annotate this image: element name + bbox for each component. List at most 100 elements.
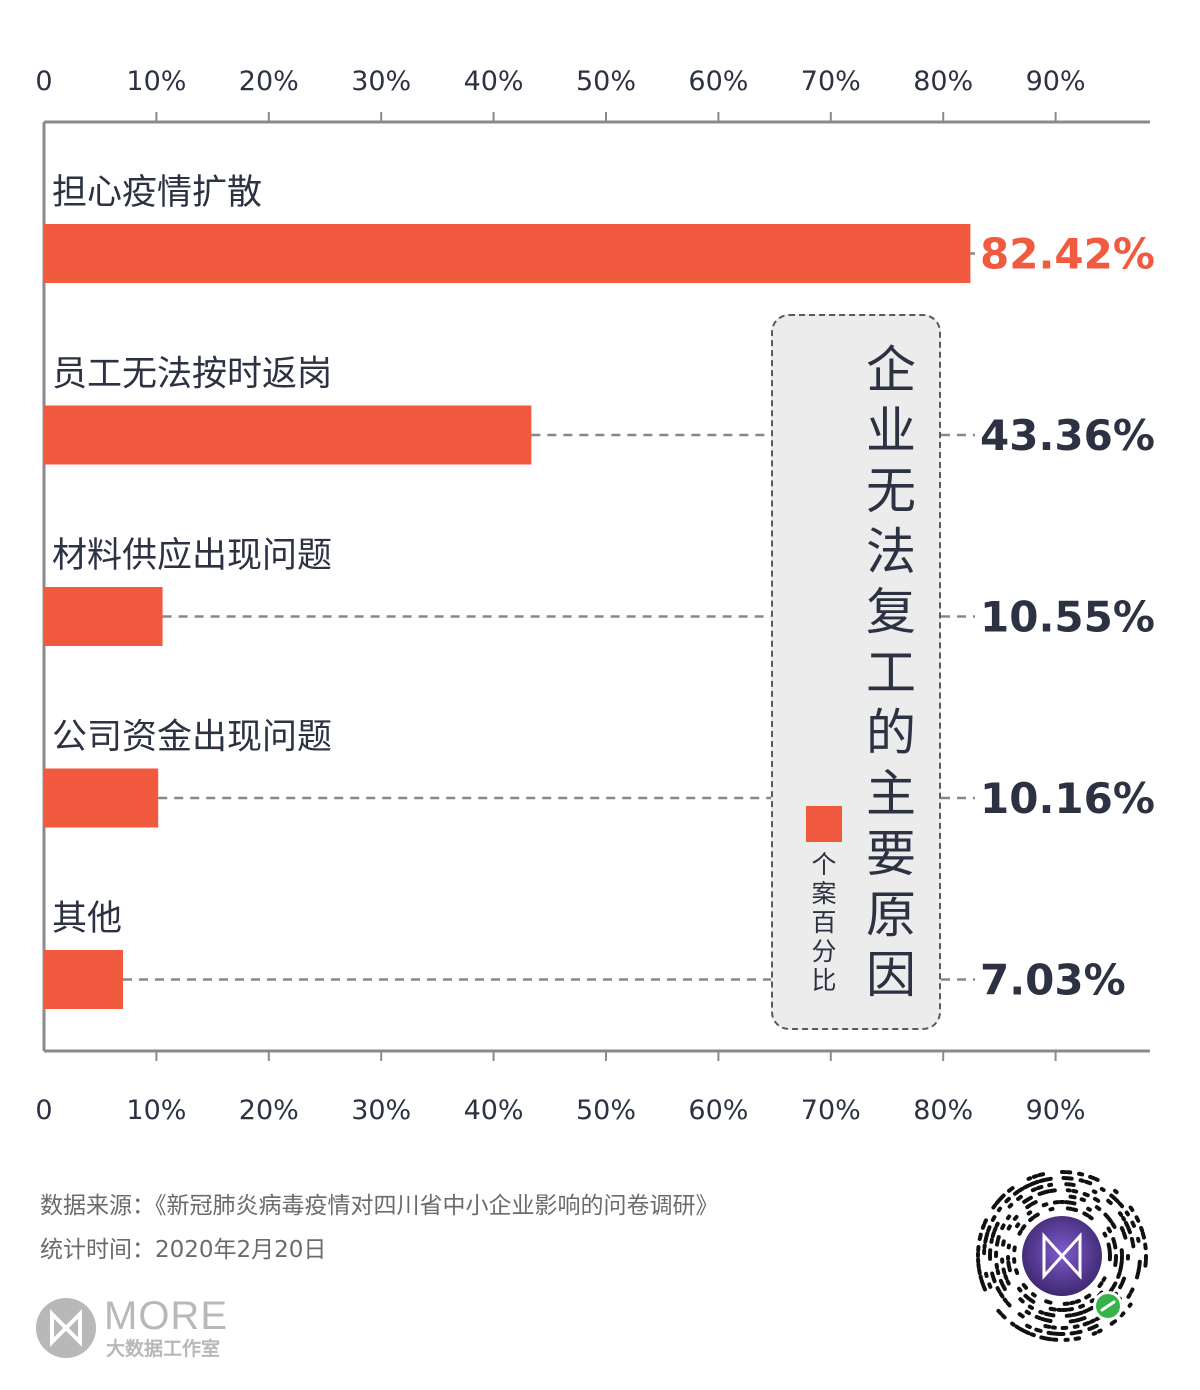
code-mark (1078, 1178, 1086, 1183)
value-label: 43.36% (980, 411, 1155, 460)
code-mark (994, 1221, 1000, 1228)
bottom-tick-label: 80% (913, 1095, 973, 1126)
code-mark (1010, 1321, 1016, 1327)
code-mark (986, 1225, 992, 1233)
code-mark (1126, 1226, 1132, 1235)
code-mark (1077, 1171, 1085, 1177)
code-mark (1014, 1268, 1020, 1276)
legend-swatch (806, 806, 842, 842)
code-mark (998, 1291, 1005, 1299)
code-mark (1012, 1214, 1019, 1221)
code-mark (1033, 1179, 1040, 1185)
code-mark (1028, 1297, 1036, 1304)
code-mark (1101, 1276, 1107, 1283)
brand-name: MORE (104, 1294, 228, 1338)
bottom-tick-label: 60% (688, 1095, 748, 1126)
code-mark (1012, 1189, 1021, 1196)
code-mark (1006, 1224, 1012, 1231)
code-mark (996, 1308, 1003, 1316)
code-mark (991, 1275, 997, 1284)
code-mark (1018, 1326, 1026, 1333)
code-mark (1042, 1189, 1051, 1195)
code-mark (1118, 1265, 1123, 1273)
code-mark (1097, 1281, 1104, 1289)
value-label: 82.42% (980, 230, 1155, 279)
code-mark (1070, 1200, 1077, 1206)
code-mark (990, 1215, 997, 1222)
code-mark (1078, 1316, 1087, 1322)
code-mark (1017, 1229, 1023, 1236)
code-mark (1128, 1205, 1135, 1213)
code-mark (1002, 1297, 1008, 1304)
code-mark (987, 1282, 993, 1289)
code-mark (1015, 1222, 1021, 1229)
code-mark (1014, 1324, 1021, 1330)
code-mark (1021, 1282, 1029, 1290)
code-mark (1006, 1186, 1015, 1193)
top-tick-label: 20% (239, 66, 299, 97)
code-mark (1119, 1226, 1126, 1234)
code-mark (1122, 1231, 1128, 1240)
code-mark (1119, 1259, 1124, 1268)
code-mark (1027, 1304, 1034, 1310)
code-mark (1106, 1226, 1112, 1234)
code-mark (1000, 1313, 1007, 1320)
code-mark (1036, 1184, 1044, 1191)
brand-subtitle: 大数据工作室 (106, 1338, 221, 1360)
code-mark (1037, 1172, 1046, 1178)
code-mark (1091, 1189, 1098, 1195)
legend-label: 个案百分比 (811, 850, 837, 995)
code-mark (1016, 1194, 1023, 1201)
code-mark (1026, 1176, 1033, 1181)
code-mark (1087, 1214, 1094, 1221)
code-mark (1096, 1328, 1103, 1334)
code-mark (1091, 1331, 1098, 1336)
code-mark (1119, 1311, 1126, 1318)
top-tick-label: 60% (688, 66, 748, 97)
code-mark (1109, 1193, 1117, 1201)
code-mark (1040, 1316, 1047, 1322)
code-mark (1003, 1273, 1009, 1281)
statistics-date-note: 统计时间：2020年2月20日 (40, 1237, 327, 1263)
code-mark (1094, 1315, 1101, 1322)
code-mark (1126, 1292, 1132, 1299)
bottom-tick-label: 90% (1026, 1095, 1086, 1126)
code-mark (1116, 1270, 1122, 1279)
logo-mark-icon (36, 1298, 96, 1358)
code-mark (1028, 1216, 1035, 1223)
value-label: 7.03% (980, 956, 1126, 1005)
code-mark (1044, 1318, 1053, 1323)
code-mark (1130, 1220, 1136, 1228)
code-mark (1129, 1236, 1135, 1245)
code-mark (1084, 1293, 1092, 1300)
code-mark (1065, 1206, 1074, 1211)
code-mark (1034, 1327, 1043, 1334)
code-mark (1124, 1210, 1130, 1217)
code-mark (982, 1218, 988, 1225)
code-mark (1082, 1191, 1090, 1198)
code-mark (977, 1232, 983, 1241)
code-mark (1023, 1293, 1031, 1301)
code-mark (1000, 1223, 1006, 1231)
code-mark (1030, 1187, 1038, 1193)
code-mark (1038, 1178, 1047, 1183)
bottom-tick-label: 20% (239, 1095, 299, 1126)
link-badge-glyph (1100, 1300, 1116, 1312)
code-mark (1048, 1188, 1057, 1194)
code-mark (1075, 1310, 1084, 1316)
code-mark (1135, 1271, 1141, 1280)
code-mark (1005, 1279, 1011, 1286)
code-mark (1029, 1332, 1036, 1338)
code-mark (977, 1267, 982, 1276)
bottom-tick-label: 50% (576, 1095, 636, 1126)
code-mark (1001, 1267, 1007, 1275)
code-mark (1005, 1301, 1012, 1308)
bottom-tick-label: 0 (35, 1095, 52, 1126)
code-mark (1086, 1206, 1092, 1212)
code-mark (1027, 1181, 1036, 1187)
code-mark (1089, 1318, 1096, 1324)
center-logo-icon (1042, 1232, 1082, 1280)
category-label: 其他 (52, 899, 122, 939)
code-mark (1005, 1214, 1012, 1221)
code-mark (1030, 1200, 1038, 1207)
